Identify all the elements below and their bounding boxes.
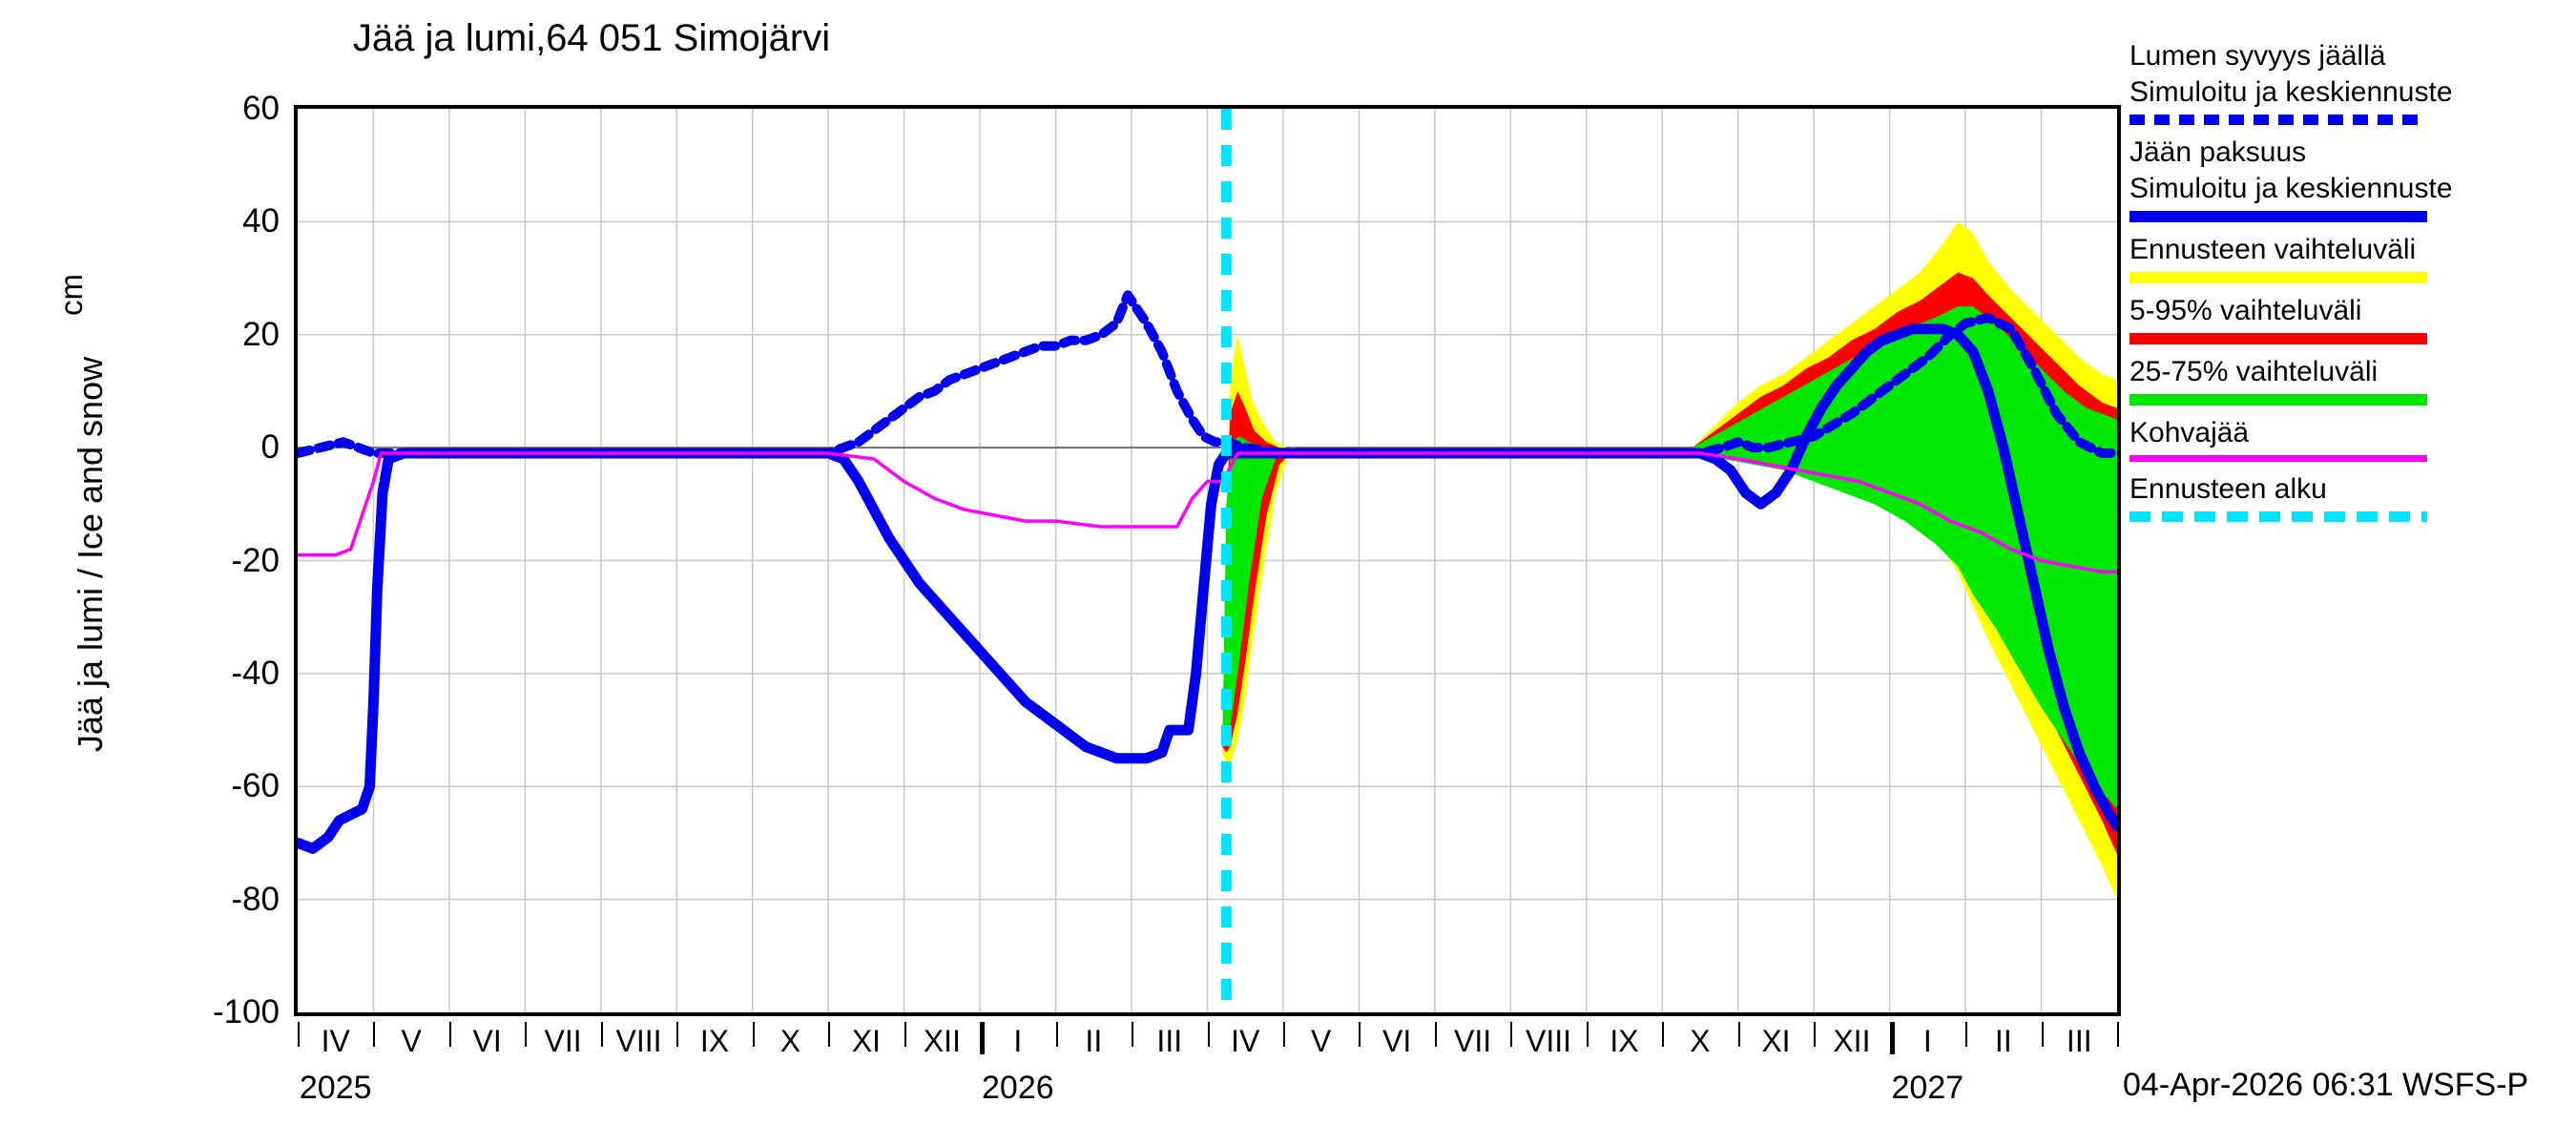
x-month-label: I <box>1013 1024 1023 1058</box>
legend-entry[interactable]: Ennusteen alku <box>2129 471 2576 522</box>
band-25-75 <box>1222 436 1287 747</box>
x-tick-mark <box>752 1022 755 1047</box>
legend-entry[interactable]: 5-95% vaihteluväli <box>2129 293 2576 344</box>
legend-swatch <box>2129 511 2427 522</box>
legend-entry-title: Ennusteen vaihteluväli <box>2129 234 2417 265</box>
y-tick-label: -20 <box>231 541 280 579</box>
band-25-75 <box>1693 306 2117 809</box>
legend-entry[interactable]: Ennusteen vaihteluväli <box>2129 232 2576 283</box>
legend-entry-title: Lumen syvyys jäällä <box>2129 40 2386 72</box>
x-tick-mark <box>373 1022 376 1047</box>
x-year-label: 2025 <box>299 1070 372 1106</box>
x-tick-mark <box>980 1022 986 1054</box>
x-tick-mark <box>1737 1022 1740 1047</box>
x-year-label: 2026 <box>982 1070 1054 1106</box>
x-month-label: II <box>1994 1024 2012 1058</box>
series-line <box>298 451 2117 574</box>
x-tick-mark <box>1586 1022 1589 1047</box>
y-tick-label: 0 <box>260 428 280 467</box>
x-tick-mark <box>1814 1022 1817 1047</box>
x-tick-mark <box>1359 1022 1361 1047</box>
legend-entry-subtitle: Simuloitu ja keskiennuste <box>2129 76 2453 108</box>
x-tick-mark <box>1282 1022 1285 1047</box>
footer-timestamp: 04-Apr-2026 06:31 WSFS-P <box>2123 1067 2529 1103</box>
x-month-label: V <box>401 1024 422 1058</box>
x-month-label: XI <box>1761 1024 1791 1058</box>
x-month-label: VI <box>1382 1024 1412 1058</box>
legend-entry[interactable]: Kohvajää <box>2129 415 2576 462</box>
legend-entry-title: Jään paksuus <box>2129 136 2307 168</box>
x-tick-mark <box>1055 1022 1058 1047</box>
x-tick-mark <box>1662 1022 1665 1047</box>
x-month-label: IV <box>321 1024 350 1058</box>
x-tick-mark <box>1889 1022 1895 1054</box>
x-tick-mark <box>1510 1022 1513 1047</box>
x-month-label: II <box>1085 1024 1103 1058</box>
x-tick-mark <box>904 1022 906 1047</box>
x-month-label: XII <box>923 1024 961 1058</box>
y-tick-label: 60 <box>242 90 280 127</box>
legend-swatch <box>2129 333 2427 344</box>
legend-swatch <box>2129 114 2427 125</box>
legend-entry[interactable]: Lumen syvyys jäällä Simuloitu ja keskienn… <box>2129 38 2576 125</box>
y-tick-label: 40 <box>242 202 280 240</box>
x-month-label: III <box>2066 1024 2092 1058</box>
y-tick-label: -40 <box>231 654 280 692</box>
y-tick-label: -80 <box>231 880 280 918</box>
legend-entry-title: Ennusteen alku <box>2129 473 2327 505</box>
legend-swatch <box>2129 455 2427 462</box>
x-month-label: VII <box>1454 1024 1492 1058</box>
x-month-label: IX <box>1610 1024 1639 1058</box>
legend-entry[interactable]: Jään paksuus Simuloitu ja keskiennuste <box>2129 135 2576 222</box>
legend-swatch <box>2129 211 2427 222</box>
x-tick-mark <box>1434 1022 1437 1047</box>
x-month-label: XI <box>851 1024 882 1058</box>
series-line <box>298 290 2117 458</box>
x-tick-mark <box>676 1022 679 1047</box>
x-tick-mark <box>2117 1022 2119 1047</box>
x-tick-mark <box>600 1022 603 1047</box>
x-tick-mark <box>525 1022 528 1047</box>
x-month-label: X <box>1690 1024 1711 1058</box>
x-month-label: IX <box>699 1024 730 1058</box>
y-tick-label: -100 <box>212 993 280 1030</box>
y-tick-label: 20 <box>242 315 280 353</box>
y-axis-unit: cm <box>53 274 89 316</box>
page-title: Jää ja lumi,64 051 Simojärvi <box>352 17 831 59</box>
x-tick-mark <box>828 1022 831 1047</box>
y-tick-label: -60 <box>231 767 280 805</box>
x-tick-mark <box>448 1022 451 1047</box>
x-month-label: VIII <box>615 1024 662 1058</box>
legend-entry-title: 5-95% vaihteluväli <box>2129 295 2362 326</box>
legend-entry-subtitle: Simuloitu ja keskiennuste <box>2129 173 2453 204</box>
x-month-label: X <box>779 1024 801 1058</box>
x-tick-mark <box>2041 1022 2044 1047</box>
legend-swatch <box>2129 394 2427 406</box>
x-month-label: III <box>1156 1024 1183 1058</box>
x-tick-mark <box>1207 1022 1210 1047</box>
x-tick-mark <box>1965 1022 1968 1047</box>
x-tick-mark <box>1132 1022 1134 1047</box>
x-month-label: V <box>1311 1024 1332 1058</box>
legend-entry-title: Kohvajää <box>2129 417 2250 448</box>
x-month-label: XII <box>1833 1024 1871 1058</box>
chart-legend: Lumen syvyys jäällä Simuloitu ja keskienn… <box>2129 38 2576 531</box>
x-month-label: I <box>1922 1024 1932 1058</box>
plot-area <box>294 105 2121 1016</box>
legend-swatch <box>2129 272 2427 283</box>
x-month-label: VIII <box>1526 1024 1572 1058</box>
x-month-label: IV <box>1231 1024 1260 1058</box>
plot-svg <box>298 109 2117 1012</box>
x-year-label: 2027 <box>1891 1070 1964 1106</box>
x-month-label: VI <box>472 1024 502 1058</box>
legend-entry[interactable]: 25-75% vaihteluväli <box>2129 354 2576 406</box>
x-tick-mark <box>298 1022 300 1047</box>
legend-entry-title: 25-75% vaihteluväli <box>2129 356 2379 387</box>
x-month-label: VII <box>544 1024 582 1058</box>
